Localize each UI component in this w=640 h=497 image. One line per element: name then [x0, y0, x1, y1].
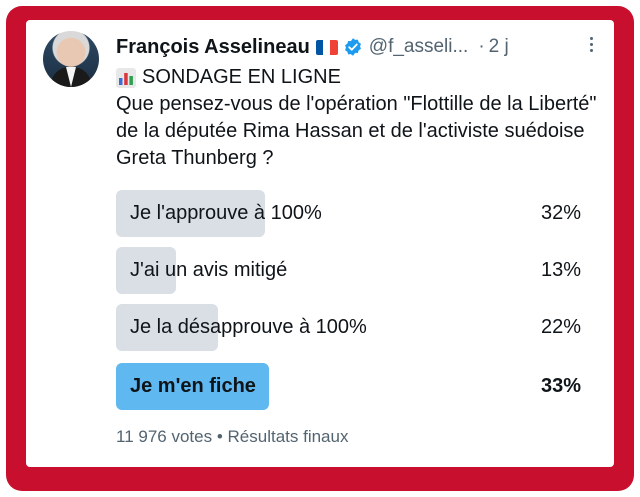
poll-option-percent: 13%	[540, 259, 581, 281]
poll-option-bar	[116, 363, 269, 410]
avatar[interactable]	[43, 31, 99, 87]
poll-option-bar	[116, 190, 265, 237]
poll-option-mixed[interactable]: J'ai un avis mitigé 13%	[116, 247, 581, 294]
poll-question: Que pensez-vous de l'opération "Flottill…	[116, 93, 597, 169]
poll-option-percent: 22%	[540, 316, 581, 338]
more-options-icon[interactable]	[581, 34, 601, 58]
bar-chart-icon	[116, 67, 136, 88]
poll-footer: 11 976 votes • Résultats finaux	[116, 427, 348, 447]
verified-badge-icon	[344, 38, 361, 56]
post-time[interactable]: 2 j	[488, 36, 509, 57]
avatar-shirt	[66, 67, 76, 87]
post-text: SONDAGE EN LIGNE Que pensez-vous de l'op…	[116, 64, 606, 172]
poll-option-label: Je m'en fiche	[130, 375, 256, 397]
poll-option-dont-care[interactable]: Je m'en fiche 33%	[116, 363, 581, 410]
author-handle[interactable]: @f_asseli...	[368, 36, 469, 57]
poll-option-approve[interactable]: Je l'approuve à 100% 32%	[116, 190, 581, 237]
france-flag-icon	[315, 39, 338, 55]
poll-option-label: Je l'approuve à 100%	[130, 202, 322, 224]
poll-option-percent: 32%	[540, 202, 581, 224]
poll-option-bar	[116, 304, 218, 351]
author-name[interactable]: François Asselineau	[116, 35, 310, 58]
poll-option-bar	[116, 247, 176, 294]
footer-separator: •	[216, 427, 223, 446]
post-card[interactable]: François Asselineau @f_asseli... · 2 j S…	[26, 20, 614, 467]
poll-status: Résultats finaux	[227, 427, 349, 446]
post-header: François Asselineau @f_asseli... · 2 j	[116, 34, 509, 60]
poll-title: SONDAGE EN LIGNE	[142, 66, 341, 88]
poll-option-percent: 33%	[540, 375, 581, 397]
vote-count: 11 976 votes	[116, 427, 213, 446]
poll-option-label: Je la désapprouve à 100%	[130, 316, 367, 338]
poll-option-label: J'ai un avis mitigé	[130, 259, 288, 281]
separator-dot: ·	[478, 36, 485, 57]
poll-option-disapprove[interactable]: Je la désapprouve à 100% 22%	[116, 304, 581, 351]
